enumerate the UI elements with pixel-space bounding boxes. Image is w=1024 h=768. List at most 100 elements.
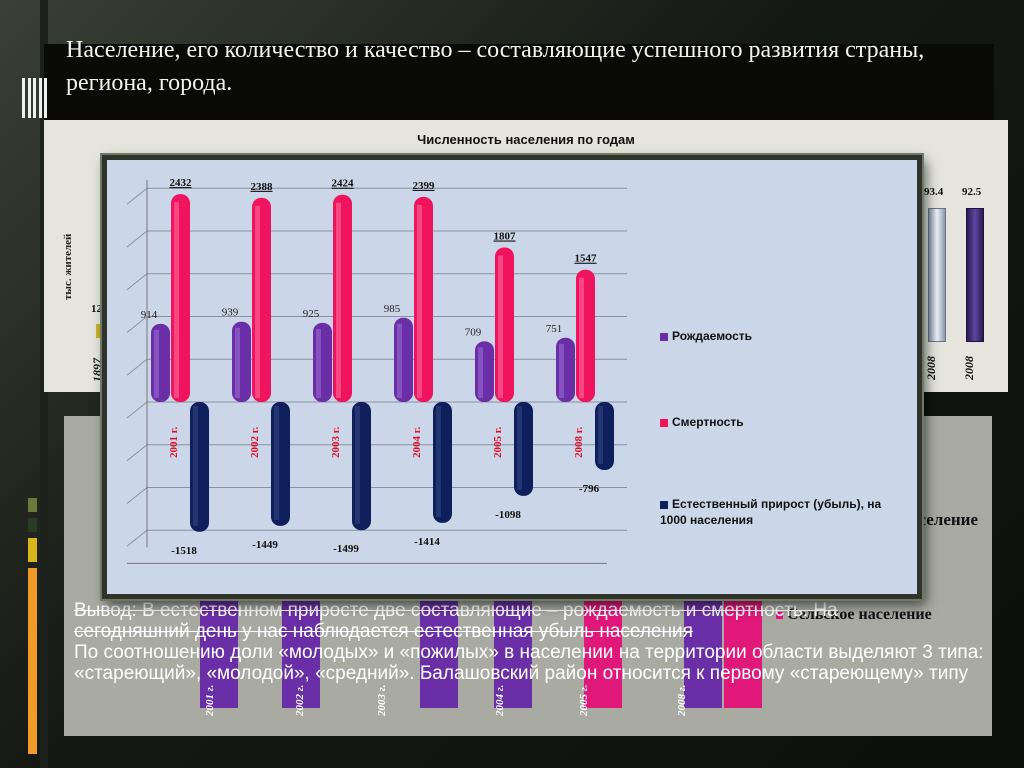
legend-births: Рождаемость bbox=[660, 328, 900, 344]
category-label-4: 2005 г. bbox=[492, 426, 504, 458]
population-chart-ylabel: тыс. жителей bbox=[62, 233, 74, 300]
growth-bar-highlight-2 bbox=[355, 406, 360, 525]
lower-bar-2 bbox=[282, 588, 320, 708]
births-bar-2 bbox=[313, 322, 332, 402]
gridline-depth-1 bbox=[126, 487, 148, 504]
lower-bar-6 bbox=[684, 588, 722, 708]
deco-square-olive bbox=[28, 498, 37, 512]
population-value-1897: 12 bbox=[91, 303, 102, 315]
lower-bar-7 bbox=[724, 588, 762, 708]
gridline-depth-3 bbox=[126, 401, 148, 419]
growth-bar-0 bbox=[190, 402, 209, 532]
lower-bar-5 bbox=[584, 588, 622, 708]
lower-bar-4 bbox=[494, 588, 532, 708]
growth-bar-highlight-5 bbox=[598, 406, 603, 465]
deaths-bar-2 bbox=[333, 194, 352, 402]
deaths-bar-highlight-4 bbox=[498, 255, 503, 398]
gridline-depth-6 bbox=[126, 273, 148, 291]
deaths-label-2: 2424 bbox=[332, 178, 355, 190]
legend-births-swatch bbox=[660, 332, 668, 341]
births-bar-3 bbox=[394, 317, 413, 402]
births-bar-highlight-2 bbox=[316, 328, 321, 398]
deco-square-dark bbox=[28, 518, 37, 532]
deaths-bar-highlight-2 bbox=[336, 202, 341, 398]
conclusion-line-2: сегодняшний день у нас наблюдается естес… bbox=[74, 621, 693, 642]
births-bar-highlight-3 bbox=[397, 323, 402, 398]
growth-label-4: -1098 bbox=[495, 509, 521, 521]
births-bar-0 bbox=[151, 323, 170, 402]
growth-bar-5 bbox=[595, 402, 614, 471]
deaths-label-4: 1807 bbox=[494, 231, 517, 243]
lower-panel-bars bbox=[200, 588, 762, 708]
deaths-label-0: 2432 bbox=[170, 177, 193, 189]
births-label-3: 985 bbox=[384, 303, 401, 315]
conclusion-line-3: По соотношению доли «молодых» и «пожилых… bbox=[74, 642, 984, 684]
growth-bar-highlight-1 bbox=[274, 406, 279, 520]
deaths-bar-5 bbox=[576, 269, 595, 402]
gridline-depth-8 bbox=[126, 187, 148, 205]
growth-label-2: -1499 bbox=[333, 543, 359, 555]
growth-bar-2 bbox=[352, 402, 371, 531]
population-year-2007: 2008 bbox=[924, 356, 938, 380]
barcode-icon bbox=[22, 78, 50, 118]
growth-bar-3 bbox=[433, 402, 452, 523]
legend-births-label: Рождаемость bbox=[672, 329, 753, 343]
legend-deaths-label: Смертность bbox=[672, 415, 744, 429]
category-label-5: 2008 г. bbox=[573, 426, 585, 458]
growth-bar-highlight-4 bbox=[517, 406, 522, 490]
births-bar-1 bbox=[232, 321, 251, 402]
deaths-bar-highlight-5 bbox=[579, 277, 584, 398]
deaths-label-3: 2399 bbox=[413, 180, 436, 192]
deaths-bar-0 bbox=[171, 194, 190, 402]
population-bar-2008 bbox=[966, 208, 984, 342]
deaths-bar-highlight-3 bbox=[417, 204, 422, 398]
rural-legend-label: Сельское население bbox=[787, 606, 932, 623]
growth-bar-4 bbox=[514, 402, 533, 496]
legend-growth: Естественный прирост (убыль), на 1000 на… bbox=[660, 496, 900, 528]
births-bar-highlight-1 bbox=[235, 327, 240, 398]
lower-bar-3 bbox=[420, 588, 458, 708]
rural-legend-swatch bbox=[776, 612, 783, 619]
population-year-2008-label: 2008 bbox=[962, 356, 976, 380]
slide-title: Население, его количество и качество – с… bbox=[66, 37, 925, 96]
growth-label-5: -796 bbox=[579, 483, 600, 495]
births-bar-highlight-4 bbox=[478, 347, 483, 398]
urban-legend-partial: аселение bbox=[910, 510, 979, 529]
conclusion-text: Вывод: В естественном приросте две соста… bbox=[74, 600, 984, 684]
births-bar-4 bbox=[475, 341, 494, 402]
gridline-depth-7 bbox=[126, 230, 148, 248]
deaths-bar-4 bbox=[495, 247, 514, 402]
rural-legend: Сельское население bbox=[776, 606, 932, 624]
population-bar-2007 bbox=[928, 208, 946, 342]
population-value-2007: 93.4 bbox=[924, 186, 944, 198]
population-bar-1897 bbox=[96, 324, 104, 338]
legend-deaths-swatch bbox=[660, 418, 668, 427]
lower-year-6: 2008 г. bbox=[676, 684, 688, 716]
conclusion-line-1: Вывод: В естественном приросте две соста… bbox=[74, 600, 838, 621]
population-value-2008: 92.5 bbox=[962, 186, 982, 198]
legend-deaths: Смертность bbox=[660, 414, 900, 430]
births-label-5: 751 bbox=[546, 323, 563, 335]
legend-growth-swatch bbox=[660, 500, 668, 509]
growth-label-3: -1414 bbox=[414, 536, 440, 548]
category-label-1: 2002 г. bbox=[249, 426, 261, 458]
deaths-bar-3 bbox=[414, 196, 433, 402]
lower-year-2: 2002 г. bbox=[294, 684, 306, 716]
growth-bar-highlight-3 bbox=[436, 406, 441, 517]
gridline-depth-5 bbox=[126, 316, 148, 333]
lower-year-1: 2001 г. bbox=[204, 684, 216, 716]
deaths-bar-1 bbox=[252, 197, 271, 402]
growth-label-1: -1449 bbox=[252, 539, 278, 551]
growth-bar-highlight-0 bbox=[193, 406, 198, 526]
deaths-bar-highlight-0 bbox=[174, 202, 179, 398]
deco-square-yellow bbox=[28, 538, 37, 562]
title-band bbox=[44, 44, 994, 120]
category-label-2: 2003 г. bbox=[330, 426, 342, 458]
lower-year-5: 2005 г. bbox=[578, 684, 590, 716]
natural-growth-chart-plot: 914 2432 -1518 2001 г. 939 2388 -1449 2002 г. 92… bbox=[126, 177, 627, 564]
births-label-2: 925 bbox=[303, 308, 320, 320]
deco-bar-orange bbox=[28, 568, 37, 754]
lower-bar-1 bbox=[200, 588, 238, 708]
population-chart-title: Численность населения по годам bbox=[417, 132, 635, 147]
natural-growth-chart: 914 2432 -1518 2001 г. 939 2388 -1449 2002 г. 92… bbox=[102, 155, 922, 599]
